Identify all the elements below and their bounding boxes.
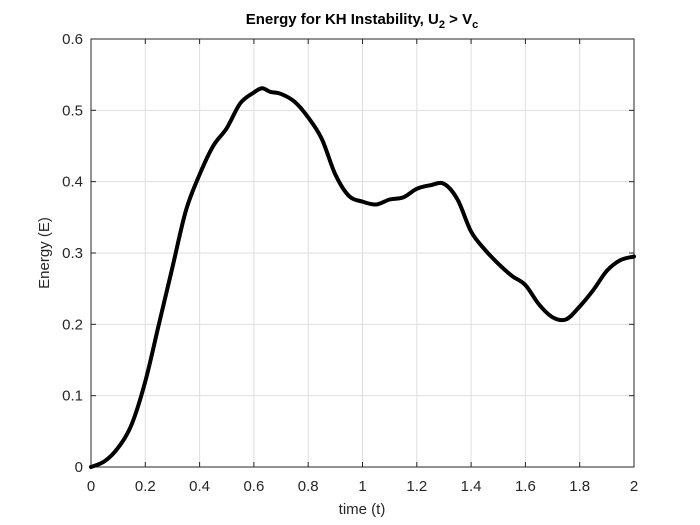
x-tick-label: 1.2 [406, 478, 427, 495]
y-tick-label: 0.6 [62, 31, 83, 48]
series-line [89, 86, 636, 469]
x-tick-label: 1.8 [569, 478, 590, 495]
y-tick-label: 0.3 [62, 245, 83, 262]
x-tick-label: 1 [358, 478, 366, 495]
x-tick-label: 2 [630, 478, 638, 495]
y-tick-label: 0.1 [62, 388, 83, 405]
x-tick-label: 0.2 [135, 478, 156, 495]
y-axis-label: Energy (E) [36, 217, 53, 289]
y-tick-label: 0.5 [62, 102, 83, 119]
y-tick-label: 0.4 [62, 174, 83, 191]
x-tick-label: 1.6 [515, 478, 536, 495]
x-tick-label: 0.8 [298, 478, 319, 495]
x-tick-label: 0.6 [243, 478, 264, 495]
y-axis-ticks: 0 0.1 0.2 0.3 0.4 0.5 0.6 [62, 31, 634, 476]
x-axis-label: time (t) [339, 501, 386, 518]
y-tick-label: 0 [75, 459, 83, 476]
x-axis-ticks: 0 0.2 0.4 0.6 0.8 1 1.2 1.4 1.6 1.8 2 [87, 39, 638, 495]
y-tick-label: 0.2 [62, 316, 83, 333]
chart-title: Energy for KH Instability, U2 > Vc [246, 11, 478, 31]
x-tick-label: 1.4 [461, 478, 482, 495]
x-tick-label: 0.4 [189, 478, 210, 495]
x-tick-label: 0 [87, 478, 95, 495]
